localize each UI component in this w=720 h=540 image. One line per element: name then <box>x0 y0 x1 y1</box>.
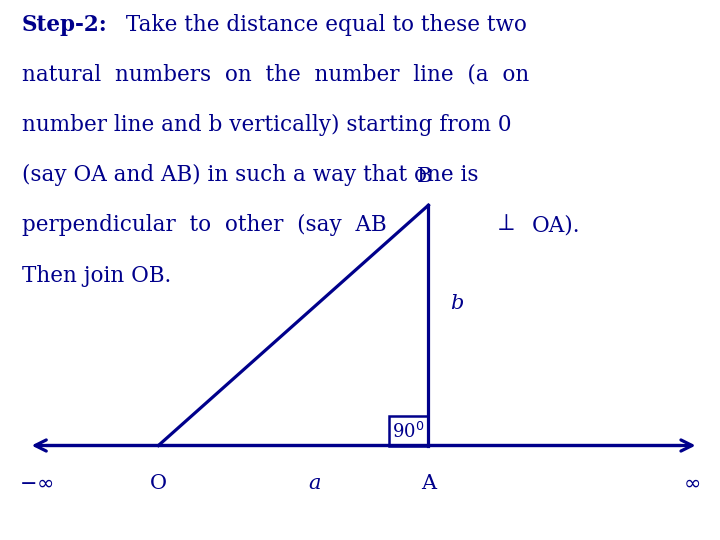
Text: A: A <box>420 474 436 493</box>
Text: B: B <box>417 167 433 186</box>
Text: O: O <box>150 474 167 493</box>
Text: $\perp$: $\perp$ <box>493 212 516 235</box>
Text: Step-2:: Step-2: <box>22 14 107 36</box>
Text: a: a <box>309 474 321 493</box>
Text: number line and b vertically) starting from 0: number line and b vertically) starting f… <box>22 114 511 136</box>
Text: perpendicular  to  other  (say  AB: perpendicular to other (say AB <box>22 214 393 237</box>
Text: $\infty$: $\infty$ <box>683 474 700 493</box>
Text: (say OA and AB) in such a way that one is: (say OA and AB) in such a way that one i… <box>22 164 478 186</box>
Text: OA).: OA). <box>531 214 580 237</box>
Text: b: b <box>451 294 464 313</box>
Text: 90$^0$: 90$^0$ <box>392 422 425 442</box>
Bar <box>389 416 428 446</box>
Text: Take the distance equal to these two: Take the distance equal to these two <box>119 14 526 36</box>
Text: $-\infty$: $-\infty$ <box>19 474 53 493</box>
Text: Then join OB.: Then join OB. <box>22 265 171 287</box>
Text: natural  numbers  on  the  number  line  (a  on: natural numbers on the number line (a on <box>22 64 529 86</box>
